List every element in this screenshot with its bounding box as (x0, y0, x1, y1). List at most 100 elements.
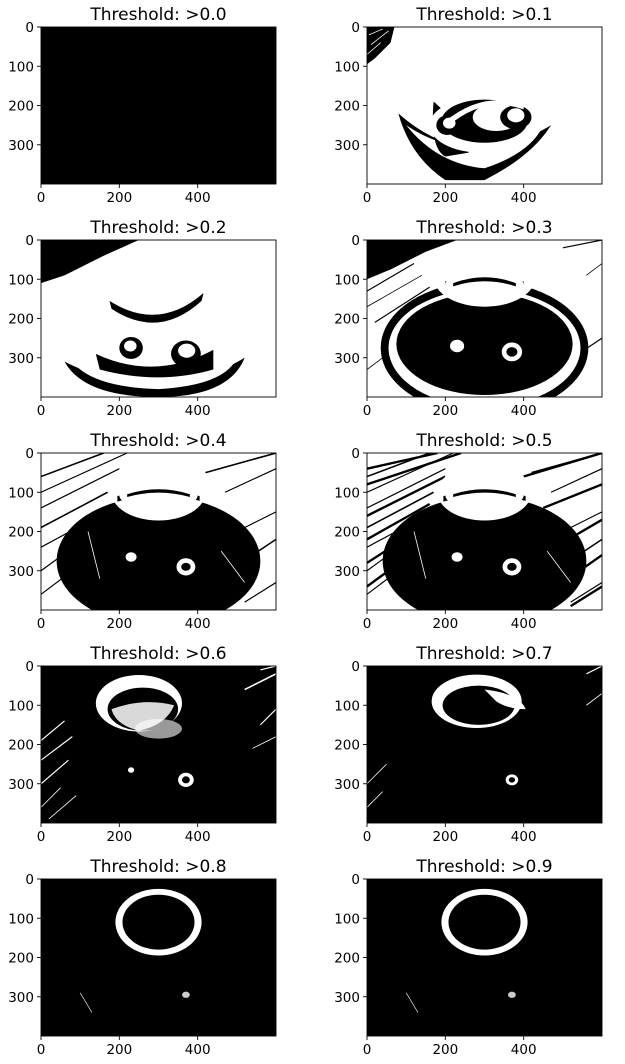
x-tick-label: 400 (511, 190, 537, 206)
threshold-image (41, 453, 276, 610)
threshold-image (367, 879, 602, 1036)
threshold-image (367, 27, 602, 184)
x-tick-label: 0 (363, 1042, 372, 1058)
panel-title: Threshold: >0.0 (89, 5, 226, 25)
y-tick-label: 0 (25, 446, 34, 462)
panel-title: Threshold: >0.2 (89, 218, 226, 238)
threshold-image (41, 666, 276, 823)
x-tick-label: 400 (185, 190, 211, 206)
panel: Threshold: >0.2 0 200 400 0 100 200 300 (8, 218, 277, 419)
x-tick-label: 400 (511, 829, 537, 845)
panel: Threshold: >0.4 0 200 400 0 100 200 300 (8, 431, 277, 632)
x-tick-label: 200 (106, 1042, 132, 1058)
x-tick-label: 0 (363, 190, 372, 206)
threshold-image (367, 453, 602, 610)
y-tick-label: 200 (8, 951, 34, 967)
panel-title: Threshold: >0.4 (89, 431, 226, 451)
threshold-image (41, 27, 276, 184)
y-tick-label: 300 (334, 564, 360, 580)
panel: Threshold: >0.8 0 200 400 0 100 200 300 (8, 857, 277, 1058)
x-tick-label: 200 (432, 403, 458, 419)
panel-title: Threshold: >0.3 (415, 218, 552, 238)
y-tick-label: 0 (351, 20, 360, 36)
x-tick-label: 200 (432, 190, 458, 206)
y-tick-label: 300 (8, 351, 34, 367)
y-tick-label: 0 (351, 446, 360, 462)
x-tick-label: 0 (37, 829, 46, 845)
panel: Threshold: >0.9 0 200 400 0 100 200 300 (334, 857, 603, 1058)
y-tick-label: 200 (8, 312, 34, 328)
x-tick-label: 0 (37, 403, 46, 419)
x-tick-label: 200 (432, 829, 458, 845)
y-tick-label: 300 (8, 990, 34, 1006)
y-tick-label: 0 (25, 659, 34, 675)
x-tick-label: 400 (185, 829, 211, 845)
panel: Threshold: >0.1 0 200 400 0 100 200 300 (334, 5, 603, 206)
y-tick-label: 100 (8, 698, 34, 714)
y-tick-label: 0 (351, 659, 360, 675)
threshold-image (41, 879, 276, 1036)
panel: Threshold: >0.6 0 200 400 0 100 200 300 (8, 644, 277, 845)
y-tick-label: 100 (334, 272, 360, 288)
y-tick-label: 0 (25, 20, 34, 36)
x-tick-label: 0 (37, 616, 46, 632)
x-tick-label: 200 (432, 616, 458, 632)
panel-title: Threshold: >0.8 (89, 857, 226, 877)
y-tick-label: 300 (334, 138, 360, 154)
panel: Threshold: >0.3 0 200 400 0 100 200 300 (334, 218, 603, 419)
y-tick-label: 300 (8, 564, 34, 580)
x-tick-label: 200 (432, 1042, 458, 1058)
y-tick-label: 200 (334, 312, 360, 328)
y-tick-label: 300 (8, 777, 34, 793)
y-tick-label: 300 (334, 990, 360, 1006)
panel-title: Threshold: >0.1 (415, 5, 552, 25)
x-tick-label: 400 (511, 403, 537, 419)
threshold-image (41, 240, 276, 397)
y-tick-label: 0 (25, 233, 34, 249)
y-tick-label: 100 (8, 911, 34, 927)
threshold-image (367, 666, 602, 823)
y-tick-label: 200 (8, 99, 34, 115)
panel: Threshold: >0.7 0 200 400 0 100 200 300 (334, 644, 603, 845)
y-tick-label: 200 (334, 951, 360, 967)
x-tick-label: 400 (185, 403, 211, 419)
x-tick-label: 0 (363, 829, 372, 845)
x-tick-label: 400 (511, 616, 537, 632)
x-tick-label: 200 (106, 829, 132, 845)
y-tick-label: 100 (334, 698, 360, 714)
panel-title: Threshold: >0.9 (415, 857, 552, 877)
x-tick-label: 0 (363, 616, 372, 632)
y-tick-label: 100 (334, 911, 360, 927)
x-tick-label: 0 (37, 1042, 46, 1058)
panel-title: Threshold: >0.5 (415, 431, 552, 451)
panel-title: Threshold: >0.6 (89, 644, 226, 664)
threshold-image (367, 240, 602, 397)
y-tick-label: 100 (8, 485, 34, 501)
panel: Threshold: >0.0 0 200 400 0 100 200 300 (8, 5, 277, 206)
y-tick-label: 100 (334, 59, 360, 75)
y-tick-label: 100 (8, 272, 34, 288)
y-tick-label: 100 (8, 59, 34, 75)
x-tick-label: 0 (37, 190, 46, 206)
x-tick-label: 400 (185, 616, 211, 632)
panel: Threshold: >0.5 0 200 400 0 100 200 300 (334, 431, 603, 632)
y-tick-label: 300 (334, 777, 360, 793)
y-tick-label: 200 (334, 525, 360, 541)
y-tick-label: 0 (351, 233, 360, 249)
y-tick-label: 200 (334, 99, 360, 115)
x-tick-label: 0 (363, 403, 372, 419)
y-tick-label: 300 (8, 138, 34, 154)
y-tick-label: 100 (334, 485, 360, 501)
x-tick-label: 400 (511, 1042, 537, 1058)
y-tick-label: 200 (8, 525, 34, 541)
y-tick-label: 200 (8, 738, 34, 754)
y-tick-label: 0 (351, 872, 360, 888)
y-tick-label: 200 (334, 738, 360, 754)
x-tick-label: 400 (185, 1042, 211, 1058)
y-tick-label: 300 (334, 351, 360, 367)
y-tick-label: 0 (25, 872, 34, 888)
panel-title: Threshold: >0.7 (415, 644, 552, 664)
x-tick-label: 200 (106, 190, 132, 206)
x-tick-label: 200 (106, 403, 132, 419)
